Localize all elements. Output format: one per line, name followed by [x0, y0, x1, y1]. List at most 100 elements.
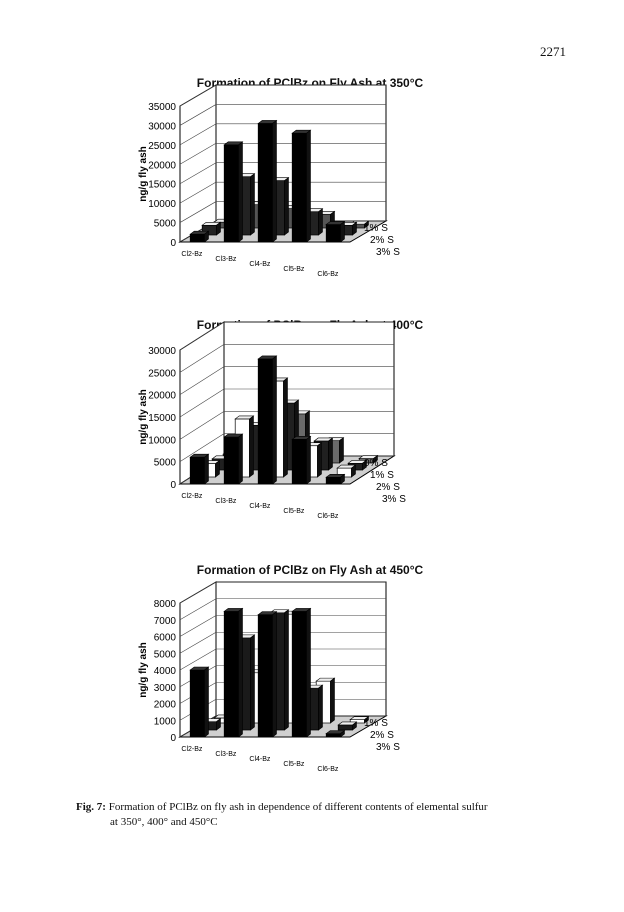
bar	[336, 464, 357, 478]
y-tick-label: 0	[170, 238, 176, 249]
y-tick-label: 20000	[148, 391, 176, 402]
series-label: 2% S	[376, 482, 400, 493]
bar	[189, 230, 210, 243]
category-label: Cl6-Bz	[317, 766, 339, 773]
y-tick-label: 0	[170, 733, 176, 744]
y-tick-label: 1000	[154, 716, 177, 727]
y-tick-label: 7000	[154, 616, 177, 627]
y-tick-label: 2000	[154, 700, 177, 711]
page-number: 2271	[540, 44, 566, 59]
bar	[325, 730, 346, 738]
category-label: Cl4-Bz	[249, 503, 271, 510]
y-tick-label: 0	[170, 480, 176, 491]
side-wall	[179, 84, 217, 243]
caption-line-1: Fig. 7: Formation of PClBz on fly ash in…	[76, 800, 556, 815]
gridline	[179, 321, 225, 351]
category-label: Cl6-Bz	[317, 271, 339, 278]
chart-450c-plot: 8000 7000 6000 5000 4000 3000 2000 1000 0 ng/g fl…	[138, 581, 400, 773]
caption-label: Fig. 7:	[76, 801, 106, 813]
gridline	[179, 388, 225, 418]
gridline	[179, 411, 225, 440]
gridline	[179, 84, 217, 107]
category-label: Cl6-Bz	[317, 513, 339, 520]
gridline	[179, 581, 217, 604]
y-tick-label: 30000	[148, 121, 176, 132]
bar	[349, 716, 370, 724]
series-label: 1% S	[370, 470, 394, 481]
bar	[291, 607, 312, 738]
category-label: Cl3-Bz	[215, 498, 237, 505]
category-label: Cl2-Bz	[181, 493, 203, 500]
bar	[325, 220, 346, 243]
caption-line-2: at 350°, 400° and 450°C	[110, 816, 218, 828]
bar	[189, 666, 210, 738]
series-label: 3% S	[382, 494, 406, 505]
series-label: 1% S	[364, 223, 388, 234]
bar	[223, 433, 244, 485]
y-tick-label: 8000	[154, 599, 177, 610]
gridline	[179, 162, 217, 184]
bar	[337, 721, 358, 731]
gridline	[179, 648, 217, 671]
category-label: Cl3-Bz	[215, 256, 237, 263]
bar	[189, 453, 210, 485]
bar	[257, 355, 278, 485]
y-axis-label: ng/g fly ash	[138, 642, 149, 698]
gridline	[179, 615, 217, 637]
y-tick-label: 5000	[154, 219, 177, 230]
bar	[257, 611, 278, 738]
gridline	[179, 598, 217, 621]
series-label: 3% S	[376, 247, 400, 258]
gridline	[179, 181, 217, 204]
category-label: Cl3-Bz	[215, 751, 237, 758]
category-label: Cl5-Bz	[283, 508, 305, 515]
category-label: Cl2-Bz	[181, 746, 203, 753]
y-tick-label: 15000	[148, 413, 176, 424]
y-tick-label: 25000	[148, 141, 176, 152]
gridline	[179, 123, 217, 146]
bar	[223, 141, 244, 243]
y-tick-label: 4000	[154, 666, 177, 677]
y-tick-label: 5000	[154, 458, 177, 469]
series-label: 0% S	[364, 458, 388, 469]
y-axis-label: ng/g fly ash	[138, 389, 149, 445]
category-label: Cl5-Bz	[283, 266, 305, 273]
series-label: 1% S	[364, 718, 388, 729]
gridline	[179, 143, 217, 165]
y-tick-label: 35000	[148, 102, 176, 113]
y-tick-label: 25000	[148, 368, 176, 379]
bar	[291, 435, 312, 485]
y-tick-label: 3000	[154, 683, 177, 694]
y-tick-label: 6000	[154, 633, 177, 644]
bar	[325, 473, 346, 485]
y-tick-label: 30000	[148, 346, 176, 357]
caption-text: Formation of PClBz on fly ash in depende…	[108, 801, 488, 813]
category-label: Cl2-Bz	[181, 251, 203, 258]
gridline	[179, 344, 225, 373]
y-tick-label: 10000	[148, 435, 176, 446]
y-tick-label: 5000	[154, 649, 177, 660]
bar	[223, 607, 244, 738]
gridline	[179, 366, 225, 395]
chart-400c-plot: 30000 25000 20000 15000 10000 5000 0 ng/g fly a…	[138, 321, 406, 520]
gridline	[179, 104, 217, 126]
y-tick-label: 20000	[148, 160, 176, 171]
chart-350c-plot: 35000 30000 25000 20000 15000 10000 5000 0 ng/g …	[138, 84, 400, 278]
bar	[201, 221, 222, 236]
category-label: Cl4-Bz	[249, 261, 271, 268]
figure-caption: Fig. 7: Formation of PClBz on fly ash in…	[76, 800, 556, 830]
y-tick-label: 10000	[148, 199, 176, 210]
series-label: 2% S	[370, 235, 394, 246]
chart-title: Formation of PClBz on Fly Ash at 450°C	[196, 563, 424, 577]
bar	[291, 129, 312, 243]
gridline	[179, 433, 225, 462]
gridline	[179, 631, 217, 654]
bar	[257, 119, 278, 243]
y-axis-label: ng/g fly ash	[138, 146, 149, 202]
category-label: Cl5-Bz	[283, 761, 305, 768]
series-label: 3% S	[376, 742, 400, 753]
series-label: 2% S	[370, 730, 394, 741]
y-tick-label: 15000	[148, 180, 176, 191]
gridline	[179, 201, 217, 223]
category-label: Cl4-Bz	[249, 756, 271, 763]
